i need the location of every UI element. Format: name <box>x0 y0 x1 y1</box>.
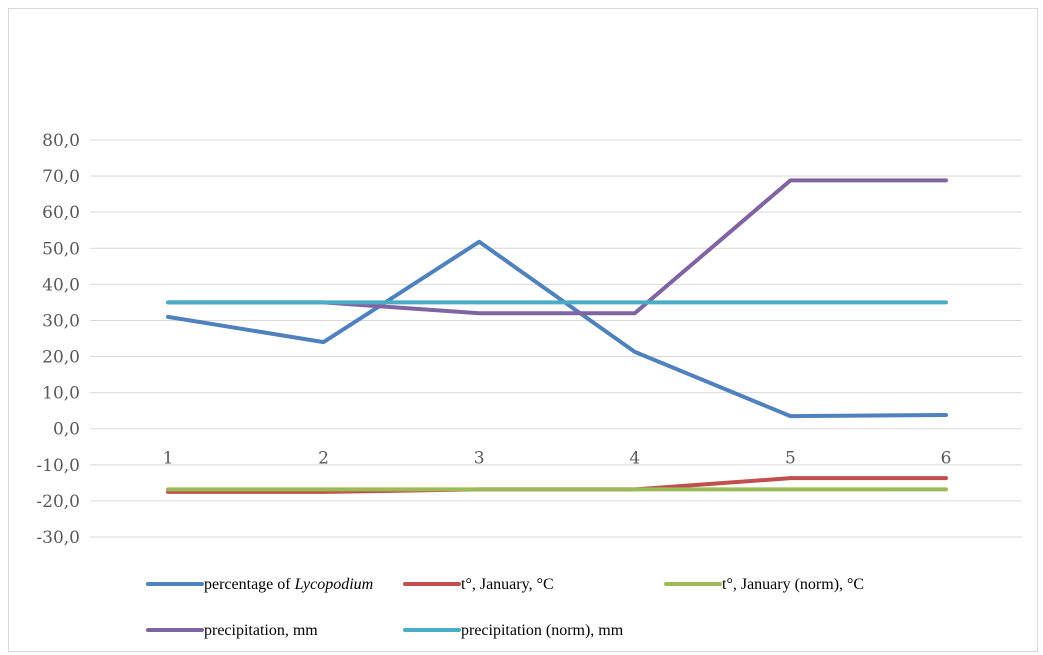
y-tick-label: 50,0 <box>42 239 80 259</box>
y-tick-label: -10,0 <box>36 456 80 476</box>
x-tick-label: 5 <box>785 449 796 469</box>
x-tick-label: 4 <box>629 449 640 469</box>
grid-lines <box>90 139 1022 538</box>
series-line <box>166 178 948 316</box>
legend-label: precipitation (norm), mm <box>461 622 624 639</box>
legend-label: t°, January, °C <box>461 576 554 593</box>
y-tick-label: 80,0 <box>42 131 80 151</box>
legend-label: t°, January (norm), °C <box>722 576 864 593</box>
y-tick-label: 40,0 <box>42 275 80 295</box>
y-axis-tick-labels: 80,0 70,0 60,0 50,0 40,0 30,0 20,0 10,0 0,0 -10,0… <box>36 131 80 548</box>
x-tick-label: 1 <box>163 449 174 469</box>
y-tick-label: 20,0 <box>42 348 80 368</box>
legend-label: precipitation, mm <box>204 622 318 639</box>
y-tick-label: -30,0 <box>36 528 80 548</box>
x-axis-tick-labels: 1 2 3 4 5 6 <box>163 449 952 469</box>
y-tick-label: 0,0 <box>53 420 80 440</box>
y-tick-label: 60,0 <box>42 203 80 223</box>
x-tick-label: 2 <box>318 449 329 469</box>
legend-label: percentage of Lycopodium <box>204 576 373 593</box>
y-tick-label: 70,0 <box>42 167 80 187</box>
y-tick-label: -20,0 <box>36 492 80 512</box>
x-tick-label: 3 <box>474 449 485 469</box>
legend: percentage of Lycopodium t°, January, °C t… <box>146 576 864 639</box>
y-tick-label: 10,0 <box>42 384 80 404</box>
x-tick-label: 6 <box>941 449 952 469</box>
chart-frame <box>8 8 1038 652</box>
y-tick-label: 30,0 <box>42 311 80 331</box>
series-lines <box>166 178 948 494</box>
series-line <box>166 239 948 419</box>
